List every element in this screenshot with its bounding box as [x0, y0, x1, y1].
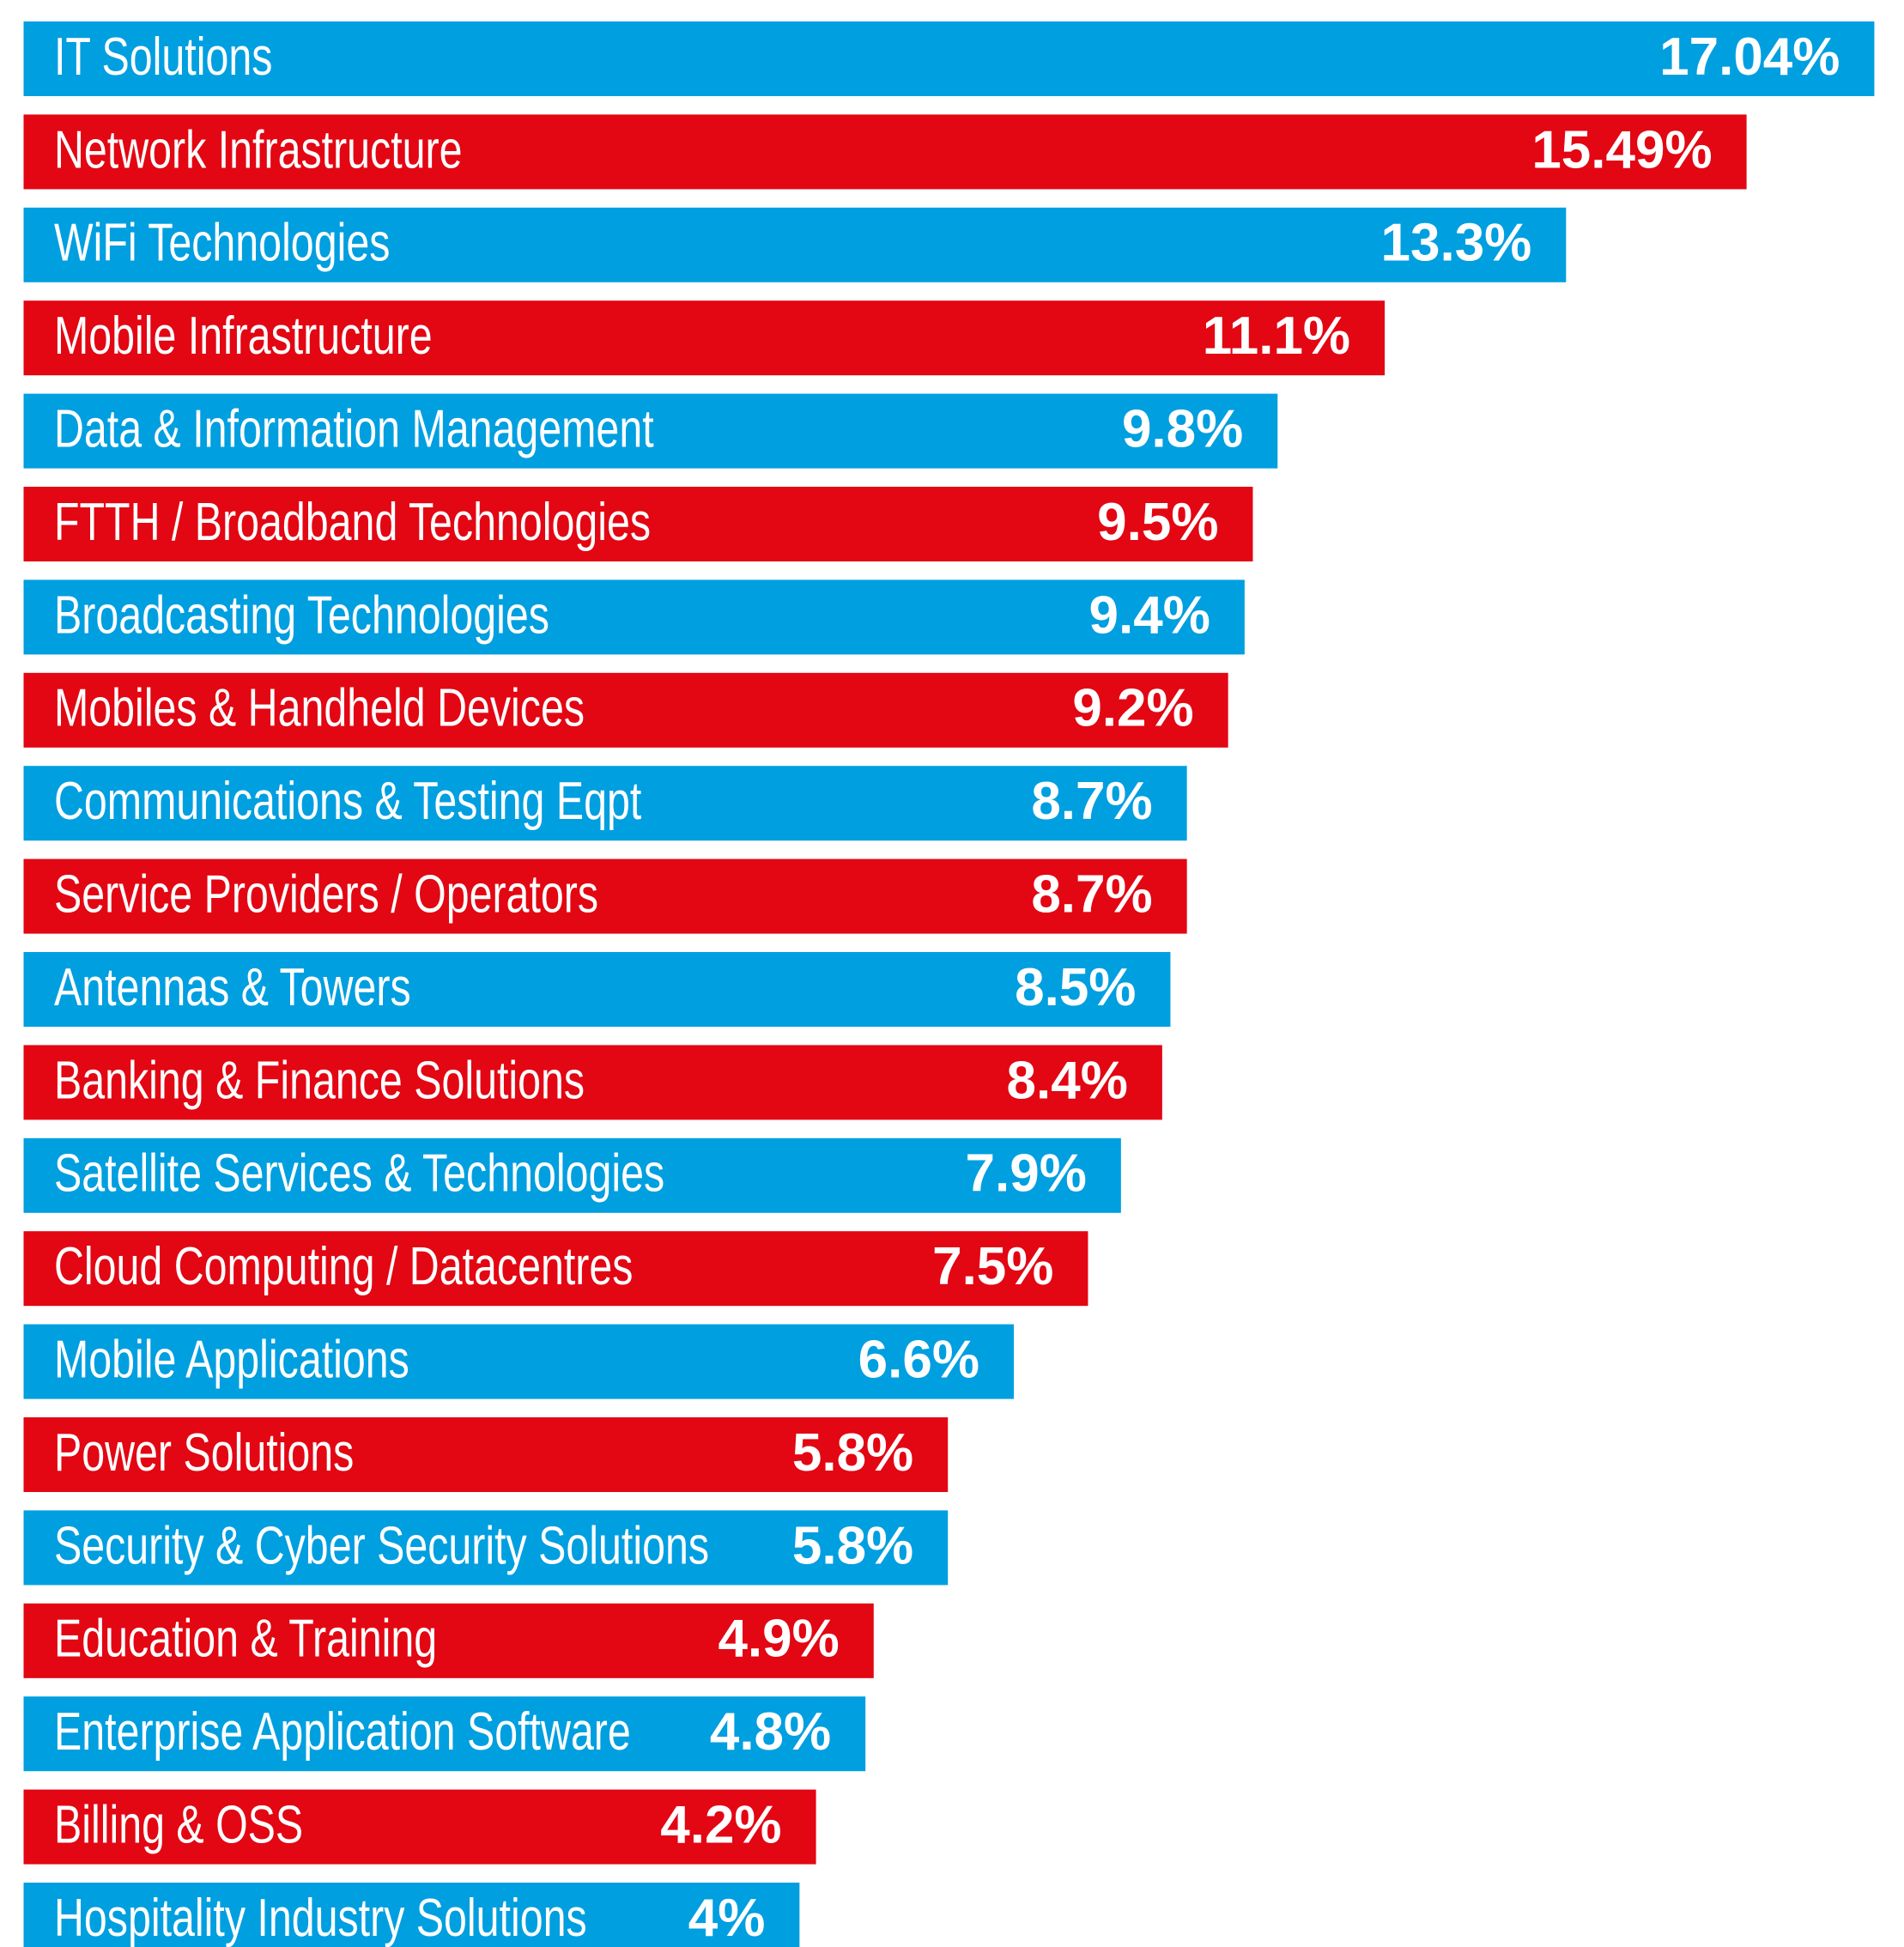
value-label: 11.1%: [1203, 306, 1350, 366]
value-label: 4%: [688, 1889, 766, 1947]
bar: [23, 1603, 874, 1678]
category-label: Satellite Services & Technologies: [54, 1143, 664, 1203]
value-label: 7.9%: [966, 1144, 1087, 1204]
category-label: FTTH / Broadband Technologies: [54, 492, 651, 551]
value-label: 8.5%: [1015, 958, 1136, 1017]
category-label: Mobile Applications: [54, 1330, 409, 1389]
category-label: Banking & Finance Solutions: [54, 1051, 585, 1110]
value-label: 8.7%: [1031, 864, 1152, 924]
value-label: 15.49%: [1531, 120, 1712, 179]
bar: [23, 21, 1875, 96]
category-label: Cloud Computing / Datacentres: [54, 1236, 633, 1295]
value-label: 5.8%: [792, 1423, 913, 1483]
category-label: Enterprise Application Software: [54, 1701, 631, 1761]
bar: [23, 1324, 1015, 1399]
value-label: 4.8%: [710, 1702, 831, 1762]
category-label: Broadcasting Technologies: [54, 585, 549, 645]
bar: [23, 1045, 1162, 1120]
category-label: Hospitality Industry Solutions: [54, 1888, 587, 1947]
category-label: Antennas & Towers: [54, 957, 411, 1016]
value-label: 13.3%: [1381, 214, 1532, 273]
bar: [23, 487, 1253, 561]
category-label: Billing & OSS: [54, 1795, 303, 1854]
category-label: Power Solutions: [54, 1422, 354, 1482]
category-label: Network Infrastructure: [54, 120, 463, 179]
bar: [23, 1417, 949, 1492]
value-label: 5.8%: [792, 1516, 913, 1575]
category-label: WiFi Technologies: [54, 213, 390, 272]
value-label: 9.8%: [1122, 399, 1243, 458]
bar: [23, 1789, 816, 1865]
category-label: Data & Information Management: [54, 399, 654, 458]
value-label: 6.6%: [858, 1330, 979, 1389]
bar: [23, 1696, 866, 1772]
bar: [23, 579, 1245, 655]
category-label: Mobile Infrastructure: [54, 306, 433, 365]
bar: [23, 114, 1747, 190]
bar: [23, 1883, 800, 1947]
category-label: Education & Training: [54, 1609, 437, 1668]
value-label: 7.5%: [932, 1237, 1053, 1296]
value-label: 4.9%: [718, 1610, 839, 1669]
bar: [23, 1510, 949, 1586]
category-label: Security & Cyber Security Solutions: [54, 1516, 709, 1575]
category-label: Communications & Testing Eqpt: [54, 771, 642, 830]
bar: [23, 858, 1187, 934]
value-label: 9.2%: [1072, 679, 1193, 738]
value-label: 9.5%: [1097, 493, 1218, 552]
bar: [23, 1231, 1088, 1307]
category-label: Service Providers / Operators: [54, 864, 598, 924]
value-label: 8.4%: [1007, 1051, 1128, 1110]
category-label: IT Solutions: [54, 27, 272, 86]
bar: [23, 672, 1228, 748]
bar: [23, 1137, 1121, 1213]
value-label: 9.4%: [1089, 585, 1210, 645]
bar: [23, 766, 1187, 841]
value-label: 4.2%: [660, 1795, 781, 1854]
bar: [23, 300, 1386, 376]
value-label: 8.7%: [1031, 772, 1152, 831]
value-label: 17.04%: [1659, 27, 1840, 87]
bar: [23, 207, 1567, 282]
bar: [23, 393, 1278, 469]
bar: [23, 952, 1171, 1027]
category-label: Mobiles & Handheld Devices: [54, 678, 585, 737]
